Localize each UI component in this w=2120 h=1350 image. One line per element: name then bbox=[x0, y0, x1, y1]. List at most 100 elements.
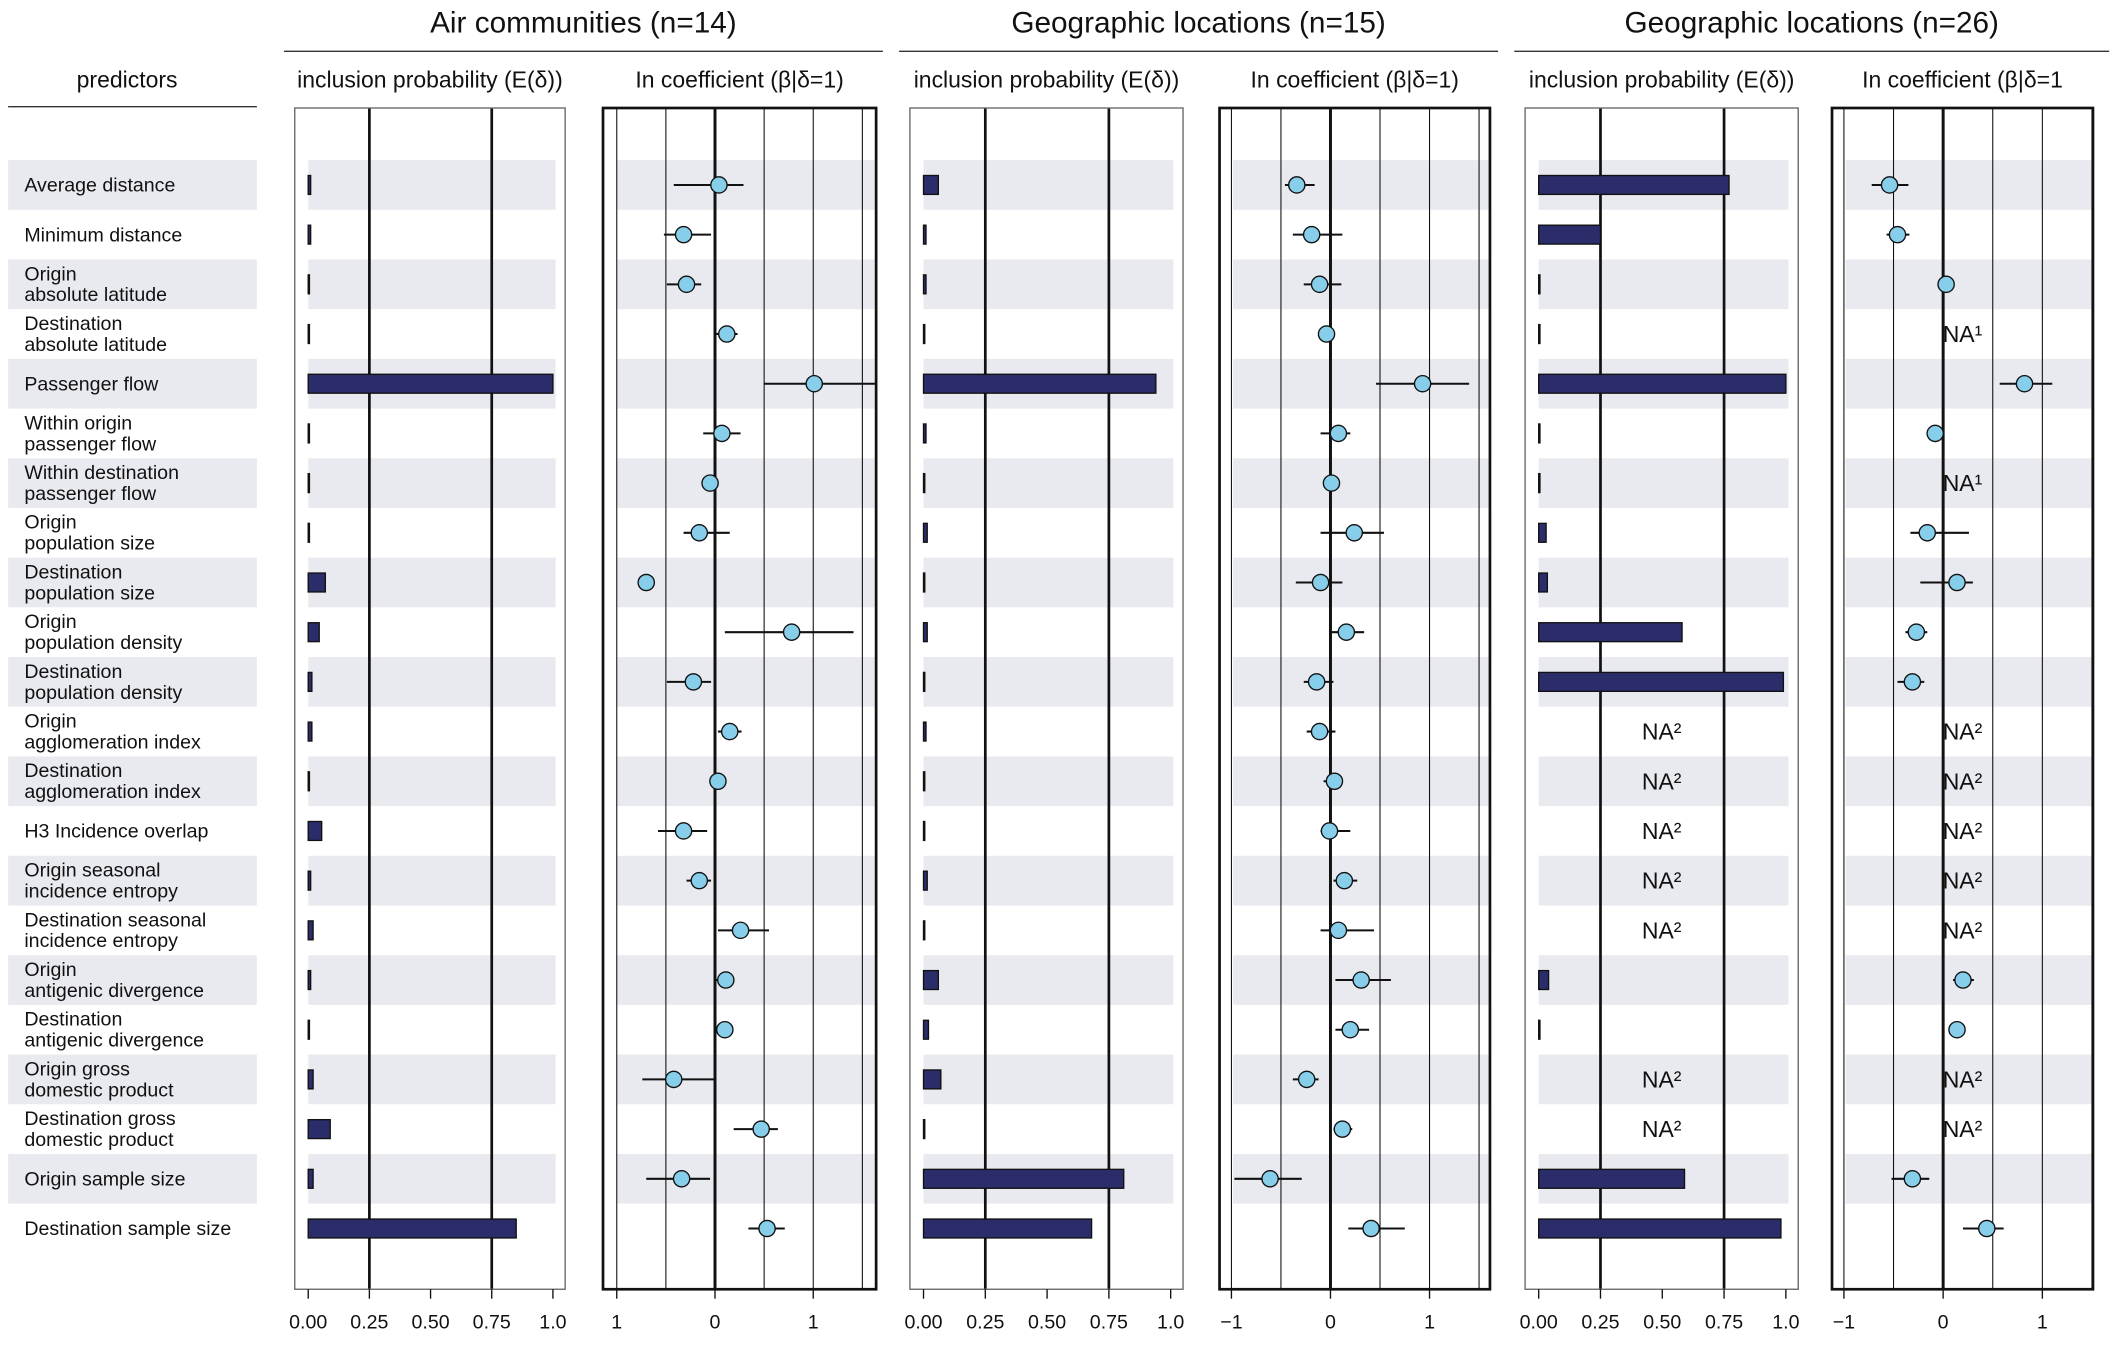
point bbox=[672, 1170, 691, 1188]
x-tick-label: 1 bbox=[1424, 1311, 1435, 1333]
point bbox=[1333, 1120, 1352, 1138]
row-band bbox=[1845, 657, 2092, 707]
point bbox=[1341, 1020, 1360, 1039]
point bbox=[1948, 1020, 1966, 1039]
row-band bbox=[308, 955, 556, 1005]
bar bbox=[307, 423, 311, 444]
row-band bbox=[8, 756, 257, 807]
x-tick-label: 0.50 bbox=[1643, 1311, 1681, 1333]
bar bbox=[922, 721, 927, 742]
x-tick-label: 0.50 bbox=[1028, 1311, 1066, 1333]
bar bbox=[307, 771, 311, 792]
row-band bbox=[1845, 259, 2092, 310]
panel-subtitle: In coefficient (β|δ=1) bbox=[635, 67, 843, 93]
predictor-label: Origin seasonal incidence entropy bbox=[24, 860, 178, 903]
predictor-label: H3 Incidence overlap bbox=[24, 821, 208, 843]
point bbox=[677, 275, 696, 294]
row-band bbox=[1233, 855, 1489, 906]
bar bbox=[922, 671, 926, 693]
bar bbox=[307, 323, 311, 345]
x-tick-label: −1 bbox=[1220, 1311, 1242, 1333]
point bbox=[637, 573, 656, 592]
bar bbox=[922, 174, 940, 196]
point bbox=[731, 921, 750, 940]
row-band bbox=[8, 855, 257, 906]
x-tick-label: 0.25 bbox=[350, 1311, 388, 1333]
bar bbox=[922, 870, 928, 891]
point bbox=[674, 225, 693, 244]
predictor-label: Passenger flow bbox=[24, 373, 159, 395]
panel-subtitle: In coefficient (β|δ=1) bbox=[1251, 67, 1459, 93]
row-band bbox=[1538, 458, 1789, 508]
bar bbox=[307, 274, 311, 295]
point bbox=[1329, 921, 1348, 940]
bar bbox=[922, 423, 927, 444]
x-tick-label: −1 bbox=[1833, 1311, 1855, 1333]
row-band bbox=[1233, 657, 1489, 707]
group-title: Geographic locations (n=15) bbox=[1011, 6, 1385, 39]
predictor-label: Origin absolute latitude bbox=[24, 263, 167, 306]
bar bbox=[922, 572, 926, 593]
bar bbox=[922, 472, 926, 494]
bar bbox=[307, 224, 312, 245]
row-band bbox=[1845, 458, 2092, 508]
panel-subtitle: inclusion probability (E(δ)) bbox=[297, 67, 563, 93]
row-band bbox=[308, 657, 556, 707]
bar bbox=[1538, 1218, 1782, 1239]
row-band bbox=[923, 657, 1174, 707]
row-band bbox=[308, 1153, 556, 1204]
point bbox=[1311, 573, 1330, 592]
bar bbox=[922, 323, 926, 345]
point bbox=[701, 474, 719, 492]
row-band bbox=[1538, 557, 1789, 608]
point bbox=[2015, 374, 2034, 393]
na-label: NA² bbox=[1943, 719, 1983, 745]
point bbox=[1880, 176, 1899, 194]
na-label: NA² bbox=[1943, 768, 1983, 794]
point bbox=[1888, 225, 1907, 244]
predictor-label: Origin population size bbox=[24, 512, 155, 555]
point bbox=[664, 1070, 683, 1089]
point bbox=[1307, 673, 1326, 691]
point bbox=[1322, 474, 1341, 492]
predictor-label: Origin sample size bbox=[24, 1169, 185, 1191]
point bbox=[1937, 275, 1955, 294]
bar bbox=[922, 1168, 1125, 1189]
row-band bbox=[1233, 458, 1489, 508]
na-label: NA² bbox=[1943, 818, 1983, 844]
predictor-label: Destination agglomeration index bbox=[24, 760, 201, 803]
bar bbox=[307, 572, 327, 593]
bar bbox=[922, 274, 927, 295]
x-tick-label: 0.75 bbox=[1705, 1311, 1743, 1333]
row-band bbox=[1845, 756, 2092, 807]
x-tick-label: 0.00 bbox=[904, 1311, 942, 1333]
row-band bbox=[923, 756, 1174, 807]
bar bbox=[307, 820, 323, 842]
na-label: NA² bbox=[1943, 868, 1983, 894]
bar bbox=[922, 1218, 1093, 1239]
bar bbox=[307, 1069, 314, 1090]
row-band bbox=[308, 557, 556, 608]
bar bbox=[307, 969, 312, 991]
row-band bbox=[1538, 756, 1789, 807]
predictor-label: Within origin passenger flow bbox=[24, 412, 157, 455]
row-band bbox=[1845, 1153, 2092, 1204]
bar bbox=[922, 1069, 942, 1090]
point bbox=[1954, 971, 1972, 989]
x-tick-label: 0 bbox=[710, 1311, 721, 1333]
row-band bbox=[308, 458, 556, 508]
row-band bbox=[923, 1054, 1174, 1105]
bar bbox=[1538, 622, 1683, 643]
point bbox=[716, 1020, 734, 1039]
predictor-label: Within destination passenger flow bbox=[24, 462, 179, 505]
row-band bbox=[8, 358, 257, 409]
point bbox=[1297, 1070, 1316, 1089]
point bbox=[1903, 1170, 1922, 1188]
point bbox=[1337, 623, 1356, 641]
point bbox=[709, 772, 727, 791]
bar bbox=[307, 1019, 311, 1040]
predictors-header: predictors bbox=[77, 67, 178, 93]
row-band bbox=[1233, 557, 1489, 608]
predictor-label: Destination antigenic divergence bbox=[24, 1009, 204, 1052]
